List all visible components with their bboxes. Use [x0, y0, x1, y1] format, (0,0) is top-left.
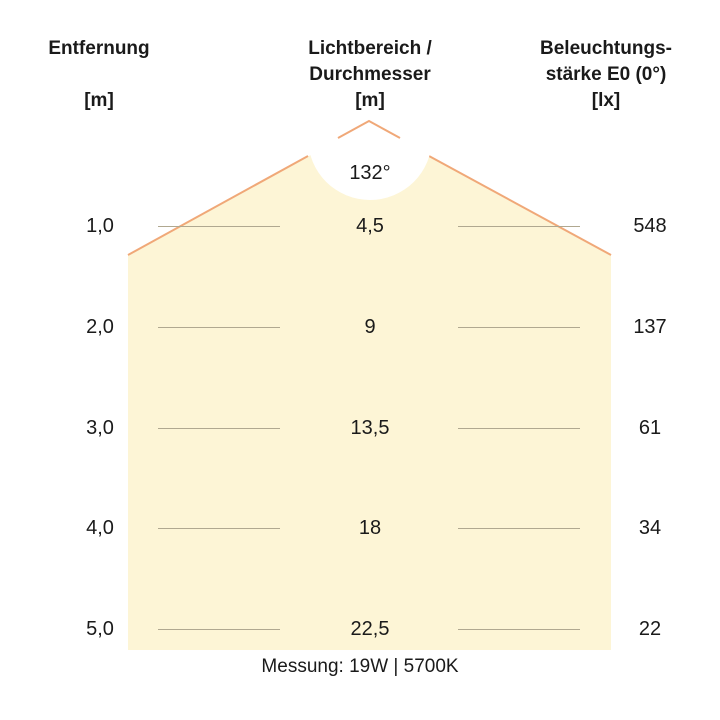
table-row: 5,0 22,5 22 — [0, 615, 720, 643]
table-row: 2,0 9 137 — [0, 313, 720, 341]
row-divider-left — [158, 327, 280, 328]
table-row: 3,0 13,5 61 — [0, 414, 720, 442]
diameter-value: 4,5 — [356, 215, 384, 237]
light-cone-left-edge — [127, 155, 309, 256]
lux-value: 137 — [633, 316, 667, 338]
distance-value: 3,0 — [86, 417, 114, 439]
header-distance-unit: [m] — [84, 90, 114, 111]
row-divider-left — [158, 226, 280, 227]
lux-value: 22 — [638, 618, 662, 640]
header-distance: Entfernung [m] — [24, 36, 174, 114]
distance-value: 4,0 — [86, 517, 114, 539]
light-cone-right-edge — [428, 155, 612, 256]
row-divider-left — [158, 428, 280, 429]
header-diameter: Lichtbereich / Durchmesser [m] — [260, 36, 480, 114]
beam-angle-label: 132° — [349, 162, 391, 184]
lamp-apex — [337, 119, 401, 139]
table-row: 4,0 18 34 — [0, 514, 720, 542]
lux-value: 34 — [638, 517, 662, 539]
header-distance-title: Entfernung — [48, 38, 150, 59]
measurement-note: Messung: 19W | 5700K — [261, 656, 459, 677]
header-illuminance-title-line1: Beleuchtungs- — [540, 38, 672, 59]
header-diameter-unit: [m] — [355, 90, 385, 111]
lux-value: 61 — [638, 417, 662, 439]
distance-value: 1,0 — [86, 215, 114, 237]
beam-angle-cutout — [308, 120, 432, 200]
light-cone-fill — [128, 123, 611, 650]
diameter-value: 13,5 — [350, 417, 390, 439]
row-divider-left — [158, 528, 280, 529]
row-divider-left — [158, 629, 280, 630]
table-row: 1,0 4,5 548 — [0, 212, 720, 240]
row-divider-right — [458, 428, 580, 429]
header-illuminance: Beleuchtungs- stärke E0 (0°) [lx] — [520, 36, 692, 114]
header-illuminance-title-line2: stärke E0 (0°) — [545, 64, 667, 85]
row-divider-right — [458, 226, 580, 227]
header-diameter-title-line2: Durchmesser — [309, 64, 431, 85]
distance-value: 2,0 — [86, 316, 114, 338]
diameter-value: 9 — [364, 316, 376, 338]
diameter-value: 18 — [358, 517, 382, 539]
header-illuminance-unit: [lx] — [591, 90, 621, 111]
distance-value: 5,0 — [86, 618, 114, 640]
row-divider-right — [458, 327, 580, 328]
row-divider-right — [458, 629, 580, 630]
header-diameter-title-line1: Lichtbereich / — [308, 38, 432, 59]
diameter-value: 22,5 — [350, 618, 390, 640]
row-divider-right — [458, 528, 580, 529]
lux-value: 548 — [633, 215, 667, 237]
